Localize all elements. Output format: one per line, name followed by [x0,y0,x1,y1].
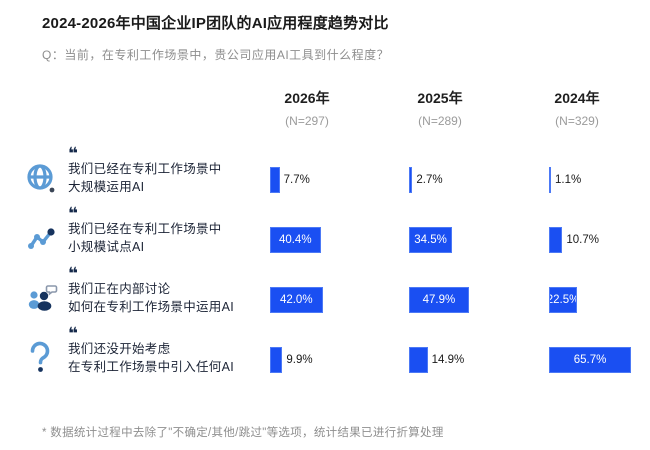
row-label-line2: 在专利工作场景中引入任何AI [68,360,235,374]
quote-icon: ❝ [68,324,78,343]
column-year: 2024年 [554,90,600,106]
row-label-line1: 我们已经在专利工作场景中 [68,222,222,236]
row-label-line2: 小规模试点AI [68,240,145,254]
column-header-2025: 2025年 (N=289) [375,88,505,128]
bar-cell-2024-r4: 65.7% [549,347,632,373]
bar-value-label: 47.9% [422,294,456,306]
bar-value-label: 40.4% [278,234,312,246]
page-title: 2024-2026年中国企业IP团队的AI应用程度趋势对比 [42,15,389,32]
row-label-line2: 大规模运用AI [68,180,145,194]
bar-cell-2026-r3: 42.0% [270,287,323,313]
bar-cell-2026-r2: 40.4% [270,227,321,253]
row-label-line2: 如何在专利工作场景中运用AI [68,300,235,314]
bar-value-label: 34.5% [414,234,447,246]
column-sample-size: (N=297) [285,114,329,128]
bar-cell-2025-r2: 34.5% [409,227,453,253]
bar-cell-2024-r3: 22.5% [549,287,578,313]
row-label-line1: 我们还没开始考虑 [68,342,171,356]
bar-value-label: 22.5% [550,294,576,306]
column-sample-size: (N=289) [418,114,462,128]
quote-icon: ❝ [68,264,78,283]
bar-cell-2025-r4: 14.9% [409,347,464,373]
bar: 47.9% [409,287,469,313]
row-label-line1: 我们正在内部讨论 [68,282,171,296]
column-sample-size: (N=329) [555,114,599,128]
bar-value-label: 7.7% [283,174,310,186]
bar-cell-2024-r2: 10.7% [549,227,599,253]
bar: 22.5% [549,287,578,313]
people-discussion-icon [26,282,58,316]
bar [409,167,413,193]
bar-cell-2026-r1: 7.7% [270,167,310,193]
bar: 65.7% [549,347,632,373]
column-year: 2025年 [417,90,463,106]
bar [549,227,563,253]
row-label-not-considering: ❝ 我们还没开始考虑 在专利工作场景中引入任何AI [68,324,263,376]
bar-value-label: 1.1% [555,174,582,186]
footnote: * 数据统计过程中去除了"不确定/其他/跳过"等选项，统计结果已进行折算处理 [42,427,444,439]
bar [270,167,280,193]
bar-value-label: 65.7% [573,354,607,366]
column-header-2026: 2026年 (N=297) [242,88,372,128]
question-icon [26,340,58,374]
column-year: 2026年 [284,90,330,106]
bar-value-label: 2.7% [416,174,443,186]
quote-icon: ❝ [68,204,78,223]
row-label-line1: 我们已经在专利工作场景中 [68,162,222,176]
bar-cell-2026-r4: 9.9% [270,347,313,373]
globe-icon [26,162,58,196]
survey-question: Q：当前，在专利工作场景中，贵公司应用AI工具到什么程度？ [42,48,390,62]
bar [549,167,551,193]
bar [409,347,428,373]
bar [270,347,283,373]
column-header-2024: 2024年 (N=329) [512,88,642,128]
bar: 42.0% [270,287,323,313]
bar-value-label: 9.9% [286,354,313,366]
trend-icon [26,224,58,258]
quote-icon: ❝ [68,144,78,163]
bar-value-label: 14.9% [431,354,465,366]
bar-cell-2025-r1: 2.7% [409,167,443,193]
bar-cell-2024-r1: 1.1% [549,167,581,193]
bar: 34.5% [409,227,453,253]
bar-cell-2025-r3: 47.9% [409,287,469,313]
bar-value-label: 42.0% [279,294,313,306]
row-label-large-scale: ❝ 我们已经在专利工作场景中 大规模运用AI [68,144,263,196]
bar: 40.4% [270,227,321,253]
row-label-internal-discussion: ❝ 我们正在内部讨论 如何在专利工作场景中运用AI [68,264,263,316]
bar-value-label: 10.7% [566,234,599,246]
row-label-small-pilot: ❝ 我们已经在专利工作场景中 小规模试点AI [68,204,263,256]
